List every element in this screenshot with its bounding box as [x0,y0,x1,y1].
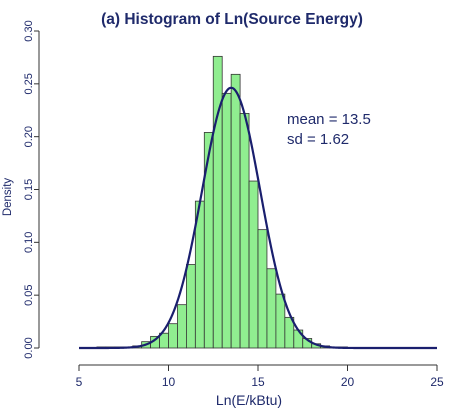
y-tick-label-5: 0.25 [23,73,35,94]
histogram-bar-8 [168,323,178,349]
histogram-bar-18 [257,229,268,349]
y-tick-label-0: 0.00 [23,337,35,358]
x-axis-label: Ln(E/kBtu) [216,392,282,408]
y-tick-label-3: 0.15 [23,179,35,200]
histogram-bar-9 [177,304,187,349]
y-axis-label: Density [2,178,14,217]
sd-annotation: sd = 1.62 [287,131,349,148]
x-axis: 5 10 15 20 25 [76,364,444,389]
x-tick-label-3: 20 [341,375,355,389]
chart-title: (a) Histogram of Ln(Source Energy) [101,11,363,28]
histogram-bar-12 [203,132,214,349]
histogram-bar-13 [212,55,223,349]
histogram-bar-10 [185,264,196,349]
histogram-bar-20 [275,293,286,349]
histogram-bar-17 [248,180,259,349]
x-tick-label-4: 25 [430,375,444,389]
histogram-bars [96,55,348,349]
histogram-bar-16 [239,113,250,349]
x-tick-label-2: 15 [251,375,265,389]
histogram-bar-15 [230,73,241,349]
x-tick-label-1: 10 [162,375,176,389]
y-tick-label-2: 0.10 [23,232,35,253]
y-tick-label-6: 0.30 [23,20,35,41]
x-tick-label-0: 5 [76,375,83,389]
histogram-bar-14 [221,92,232,349]
y-axis: 0.00 0.05 0.10 0.15 0.20 0.25 0.30 [23,20,40,359]
y-tick-label-4: 0.20 [23,126,35,147]
mean-annotation: mean = 13.5 [287,111,371,128]
normal-density-curve [79,86,437,350]
y-tick-label-1: 0.05 [23,284,35,305]
histogram-bar-19 [266,268,277,349]
